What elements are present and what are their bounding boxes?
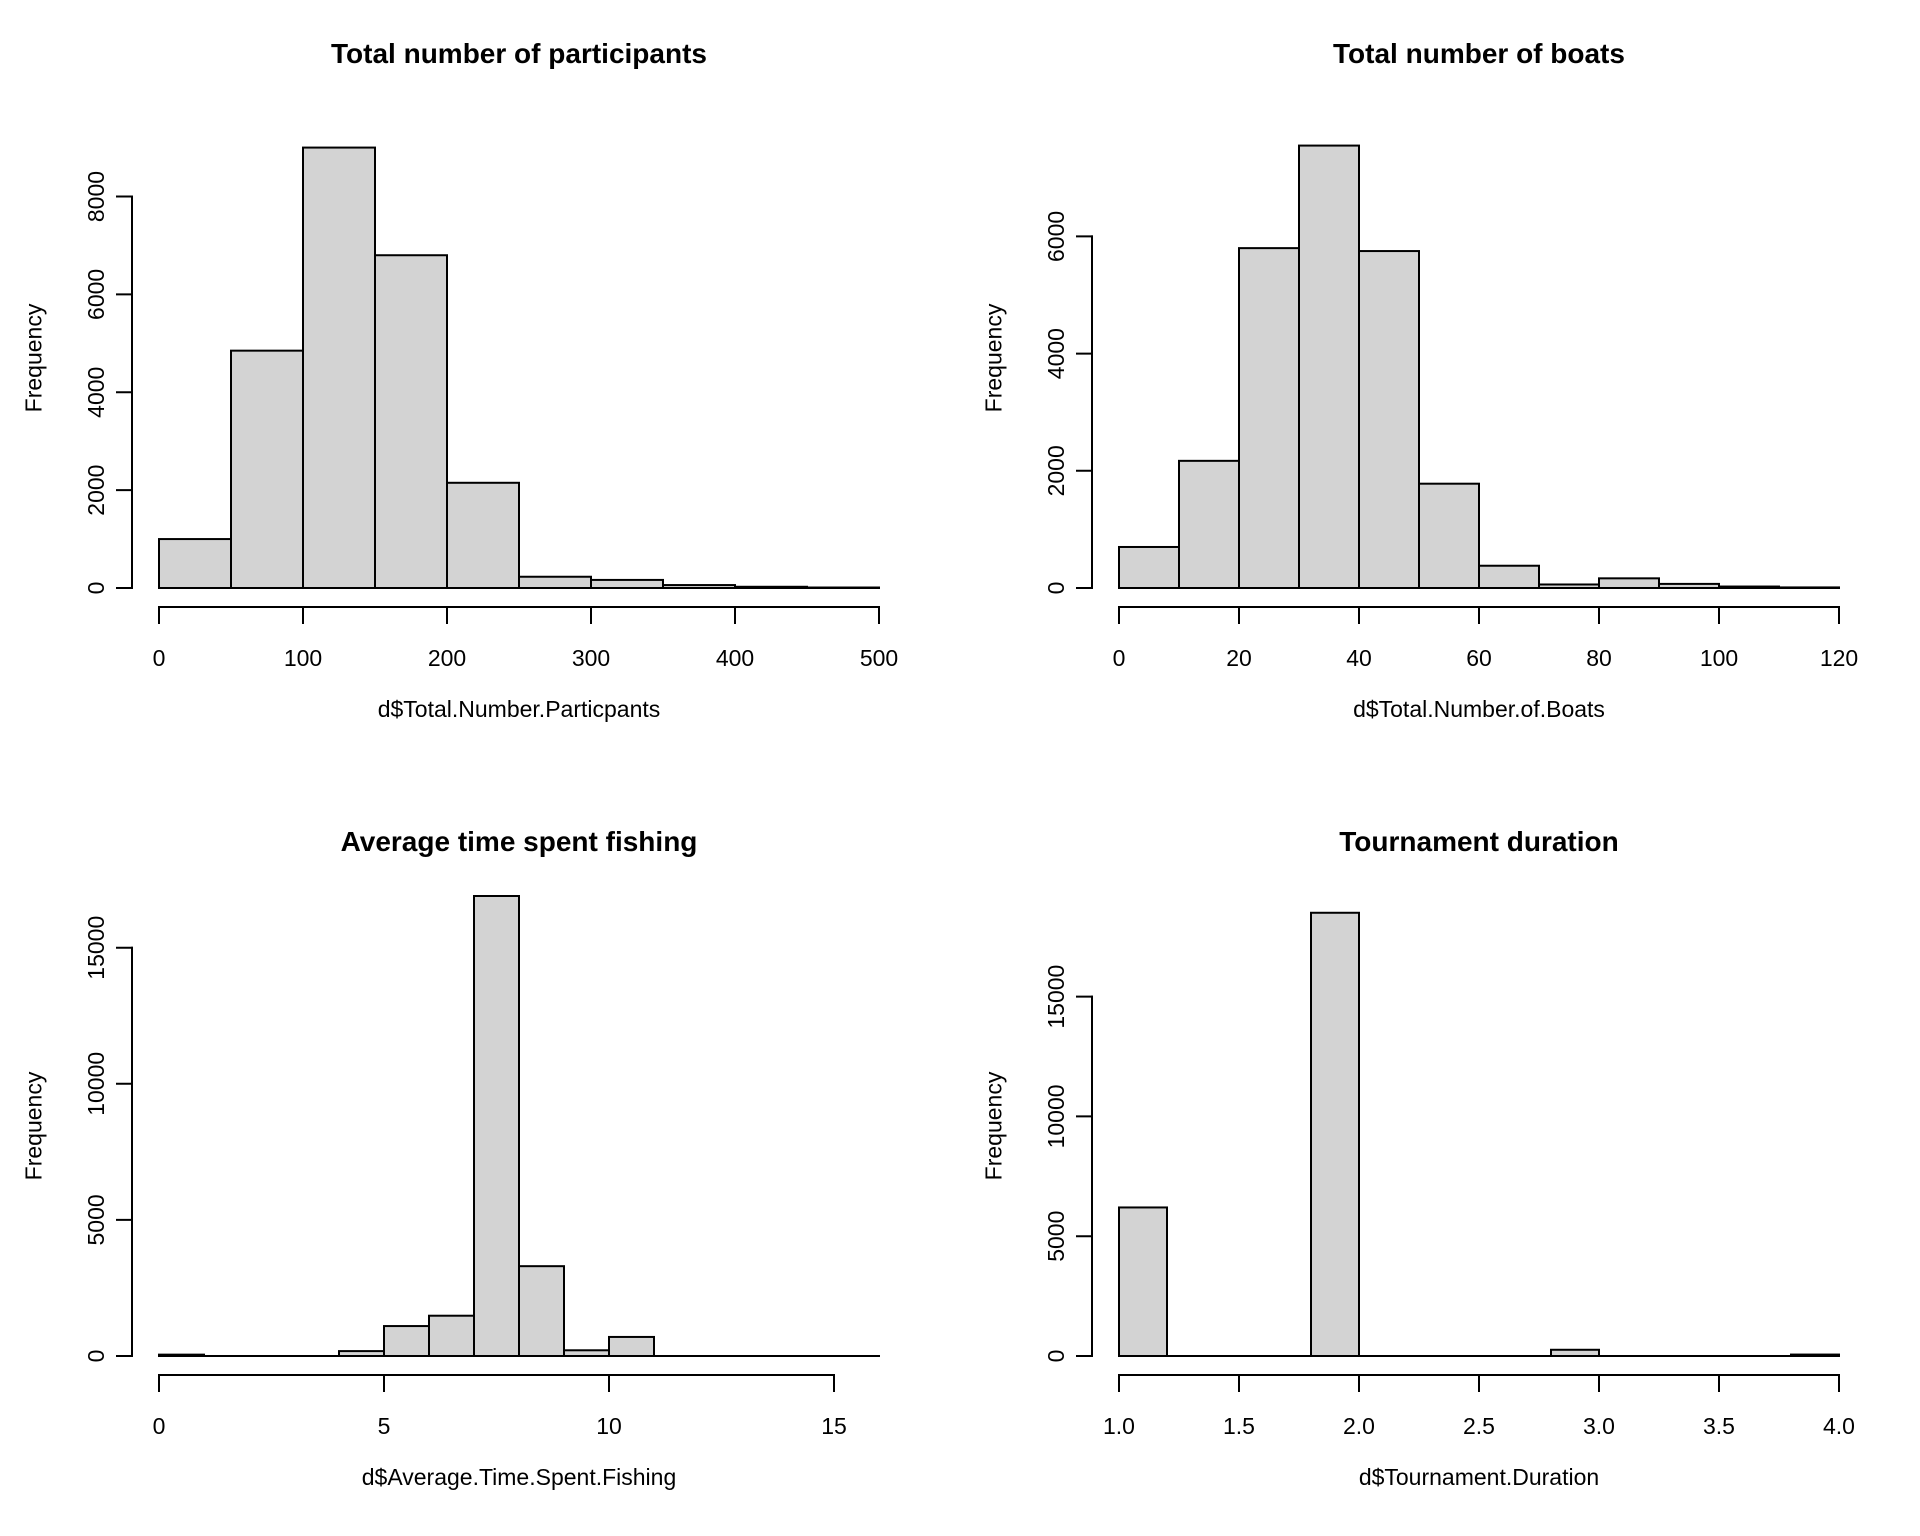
x-tick-label: 2.0 [1343,1413,1375,1439]
x-tick-label: 120 [1820,645,1858,671]
x-tick-label: 3.0 [1583,1413,1615,1439]
y-tick-label: 6000 [1043,211,1069,262]
y-tick-label: 5000 [1043,1211,1069,1262]
histogram-bar [1418,482,1480,590]
histogram-bar [158,1353,205,1357]
histogram-bar [1178,459,1240,589]
x-axis-label: d$Tournament.Duration [1358,1464,1600,1490]
histogram-bar [563,1349,610,1357]
histogram-plot-total-boats: 0 2000 4000 6000 0 20 40 60 80 100 120 [1043,144,1858,671]
x-tick-label: 1.5 [1223,1413,1255,1439]
histogram-bar [1538,583,1600,589]
histogram-bar [230,349,304,589]
histogram-bar [1658,582,1720,589]
histogram-bar [518,1265,565,1358]
chart-title: Average time spent fishing [340,826,698,857]
chart-title: Total number of participants [331,38,707,69]
chart-title: Total number of boats [1333,38,1625,69]
x-tick-label: 1.0 [1103,1413,1135,1439]
x-axis-label: d$Total.Number.Particpants [377,696,661,722]
histogram-plot-tournament-duration: 0 5000 10000 15000 1.0 1.5 2.0 2.5 3.0 3.5 4.0 [1043,911,1855,1439]
y-tick-label: 5000 [83,1194,109,1245]
histogram-bar [1238,247,1300,590]
x-tick-label: 0 [153,1413,166,1439]
y-tick-label: 10000 [1043,1084,1069,1148]
x-tick-label: 0 [1113,645,1126,671]
histogram-bar [158,538,232,590]
x-tick-label: 80 [1586,645,1612,671]
y-tick-label: 2000 [1043,445,1069,496]
histogram-plot-total-participants: 0 2000 4000 6000 8000 0 100 200 300 400 500 [83,146,898,671]
histogram-bar [590,578,664,590]
x-axis-label: d$Average.Time.Spent.Fishing [361,1464,677,1490]
histogram-plot-avg-time-fishing: 0 5000 10000 15000 0 5 10 15 [83,895,880,1439]
x-tick-label: 0 [153,645,166,671]
histogram-bar [1598,577,1660,590]
histogram-bar [1778,586,1840,589]
y-tick-label: 0 [83,582,109,595]
x-axis-label: d$Total.Number.of.Boats [1353,696,1605,722]
histogram-bar [734,585,808,590]
x-tick-label: 300 [572,645,610,671]
histogram-bar [374,254,448,589]
y-tick-label: 4000 [83,367,109,418]
histogram-bar [662,584,736,590]
histogram-bar [518,575,592,590]
histogram-bar [338,1350,385,1357]
x-tick-label: 100 [1700,645,1738,671]
x-tick-label: 15 [821,1413,847,1439]
y-tick-label: 2000 [83,465,109,516]
x-tick-label: 500 [860,645,898,671]
y-axis-label: Frequency [20,1071,47,1181]
histogram-bar [608,1335,655,1357]
panel-tournament-duration: 0 5000 10000 15000 1.0 1.5 2.0 2.5 3.0 3.5 4.0 Tou… [960,768,1920,1536]
histogram-bar [1118,1206,1168,1358]
histogram-bar [473,895,520,1357]
panel-avg-time-fishing: 0 5000 10000 15000 0 5 10 15 Average time spent… [0,768,960,1536]
histogram-bar [1310,911,1360,1357]
y-tick-label: 0 [1043,1350,1069,1363]
histogram-bar [1358,250,1420,590]
x-tick-label: 4.0 [1823,1413,1855,1439]
y-axis-label: Frequency [20,303,47,413]
y-axis-label: Frequency [980,1071,1007,1181]
x-tick-label: 60 [1466,645,1492,671]
histogram-bar [1790,1353,1840,1357]
x-tick-label: 2.5 [1463,1413,1495,1439]
y-tick-label: 4000 [1043,328,1069,379]
x-tick-label: 5 [378,1413,391,1439]
x-tick-label: 400 [716,645,754,671]
y-tick-label: 0 [83,1350,109,1363]
y-tick-label: 8000 [83,171,109,222]
x-tick-label: 20 [1226,645,1252,671]
y-tick-label: 0 [1043,582,1069,595]
histogram-bar [1718,585,1780,590]
y-tick-label: 10000 [83,1052,109,1116]
x-tick-label: 3.5 [1703,1413,1735,1439]
histogram-bar [1298,144,1360,589]
x-tick-label: 100 [284,645,322,671]
histogram-bar [1118,545,1180,590]
histogram-bar [1550,1348,1600,1357]
y-tick-label: 15000 [83,916,109,980]
histogram-bar [302,146,376,589]
histogram-bar [446,481,520,589]
histogram-bar [428,1314,475,1358]
x-tick-label: 10 [596,1413,622,1439]
histogram-bar [1478,564,1540,589]
y-tick-label: 6000 [83,269,109,320]
panel-total-participants: 0 2000 4000 6000 8000 0 100 200 300 400 500 Total … [0,0,960,768]
y-tick-label: 15000 [1043,965,1069,1029]
panel-total-boats: 0 2000 4000 6000 0 20 40 60 80 100 120 Total numbe… [960,0,1920,768]
chart-title: Tournament duration [1339,826,1619,857]
histogram-bar [383,1325,430,1357]
x-tick-label: 200 [428,645,466,671]
x-tick-label: 40 [1346,645,1372,671]
y-axis-label: Frequency [980,303,1007,413]
